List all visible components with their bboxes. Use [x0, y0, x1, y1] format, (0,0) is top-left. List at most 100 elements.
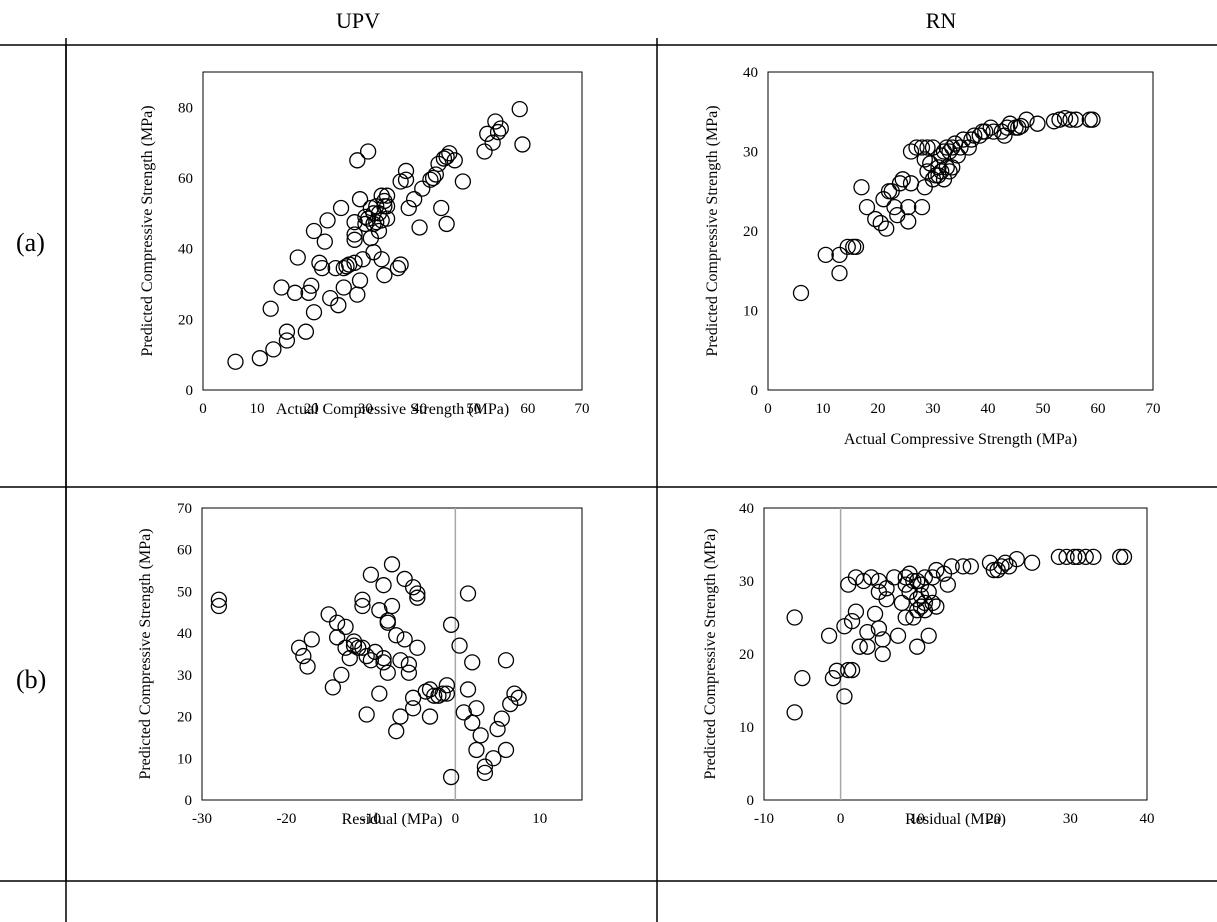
data-point — [378, 198, 396, 215]
y-tick-label: 0 — [185, 793, 193, 809]
data-point — [350, 639, 367, 656]
data-point — [451, 637, 468, 654]
data-point — [354, 639, 371, 656]
x-tick-label: -30 — [192, 811, 212, 827]
column-header-rn: RN — [925, 8, 957, 33]
data-point — [251, 350, 269, 367]
data-point — [396, 631, 413, 648]
x-tick-label: 60 — [520, 401, 535, 417]
data-point — [878, 580, 895, 597]
data-point — [949, 147, 966, 164]
data-point — [963, 131, 980, 148]
data-point — [299, 658, 316, 675]
data-point — [375, 650, 392, 667]
data-point — [316, 233, 333, 250]
y-axis-title: Predicted Compressive Strength (MPa) — [704, 105, 721, 356]
data-point — [997, 554, 1014, 571]
y-tick-label: 0 — [747, 793, 755, 809]
data-point — [900, 198, 917, 216]
data-point — [319, 212, 336, 229]
data-point — [305, 304, 323, 321]
y-tick-label: 40 — [178, 242, 193, 258]
data-point — [874, 645, 891, 663]
data-point — [335, 259, 352, 277]
data-point — [337, 639, 354, 656]
data-point — [893, 594, 911, 612]
data-point — [510, 689, 527, 706]
x-tick-label: 0 — [837, 811, 845, 827]
data-point — [438, 685, 456, 702]
data-point — [935, 171, 953, 188]
data-point — [476, 764, 494, 782]
data-point — [375, 577, 392, 594]
y-tick-label: 40 — [177, 626, 192, 642]
data-point — [397, 171, 415, 188]
data-point — [464, 654, 481, 671]
x-axis-title: Residual (MPa) — [905, 811, 1006, 828]
data-point — [328, 629, 346, 646]
y-tick-label: 70 — [177, 501, 192, 517]
x-tick-label: 50 — [1036, 401, 1051, 417]
data-point — [1001, 115, 1019, 132]
data-point — [303, 631, 320, 648]
data-point — [794, 669, 811, 687]
data-point — [920, 627, 937, 644]
data-point — [484, 134, 501, 151]
data-point — [438, 215, 455, 233]
data-point — [383, 556, 401, 573]
data-point — [476, 143, 493, 160]
data-point — [985, 561, 1002, 579]
data-point — [434, 685, 451, 702]
x-tick-label: 20 — [871, 401, 886, 417]
data-point — [497, 741, 515, 759]
data-point — [1084, 111, 1101, 128]
x-tick-label: 50 — [466, 401, 481, 417]
data-point — [847, 238, 865, 256]
data-point — [388, 723, 405, 740]
data-point — [411, 219, 428, 236]
data-point — [919, 139, 936, 156]
data-point — [1085, 548, 1102, 566]
data-point — [492, 120, 509, 137]
x-tick-label: 70 — [575, 401, 590, 417]
data-point — [379, 664, 396, 681]
data-point — [955, 131, 972, 148]
data-point — [333, 666, 350, 684]
data-point — [938, 159, 955, 176]
data-point — [295, 647, 312, 665]
data-point — [1066, 548, 1083, 566]
data-point — [210, 597, 228, 615]
data-point — [303, 277, 320, 294]
data-point — [406, 191, 423, 208]
data-point — [786, 609, 803, 626]
data-point — [442, 616, 460, 633]
y-tick-label: 60 — [177, 543, 192, 559]
data-point — [305, 222, 323, 240]
data-point — [924, 594, 941, 612]
data-point — [982, 119, 999, 136]
data-point — [332, 199, 350, 217]
y-tick-label: 30 — [177, 668, 192, 684]
y-tick-label: 20 — [177, 710, 192, 726]
data-point — [351, 272, 369, 289]
data-point — [354, 597, 371, 615]
x-tick-label: 70 — [1146, 401, 1161, 417]
data-point — [392, 256, 409, 273]
data-point — [455, 704, 472, 721]
data-point — [409, 585, 426, 602]
data-point — [1018, 111, 1035, 128]
data-point — [843, 613, 861, 630]
y-tick-label: 50 — [177, 584, 192, 600]
y-tick-label: 60 — [178, 171, 193, 187]
data-point — [289, 249, 306, 266]
data-point — [438, 677, 456, 694]
data-point — [851, 638, 868, 655]
data-point — [485, 750, 502, 767]
data-point — [839, 238, 856, 256]
y-tick-label: 10 — [743, 304, 758, 320]
data-point — [1115, 548, 1133, 566]
data-point — [341, 650, 358, 667]
